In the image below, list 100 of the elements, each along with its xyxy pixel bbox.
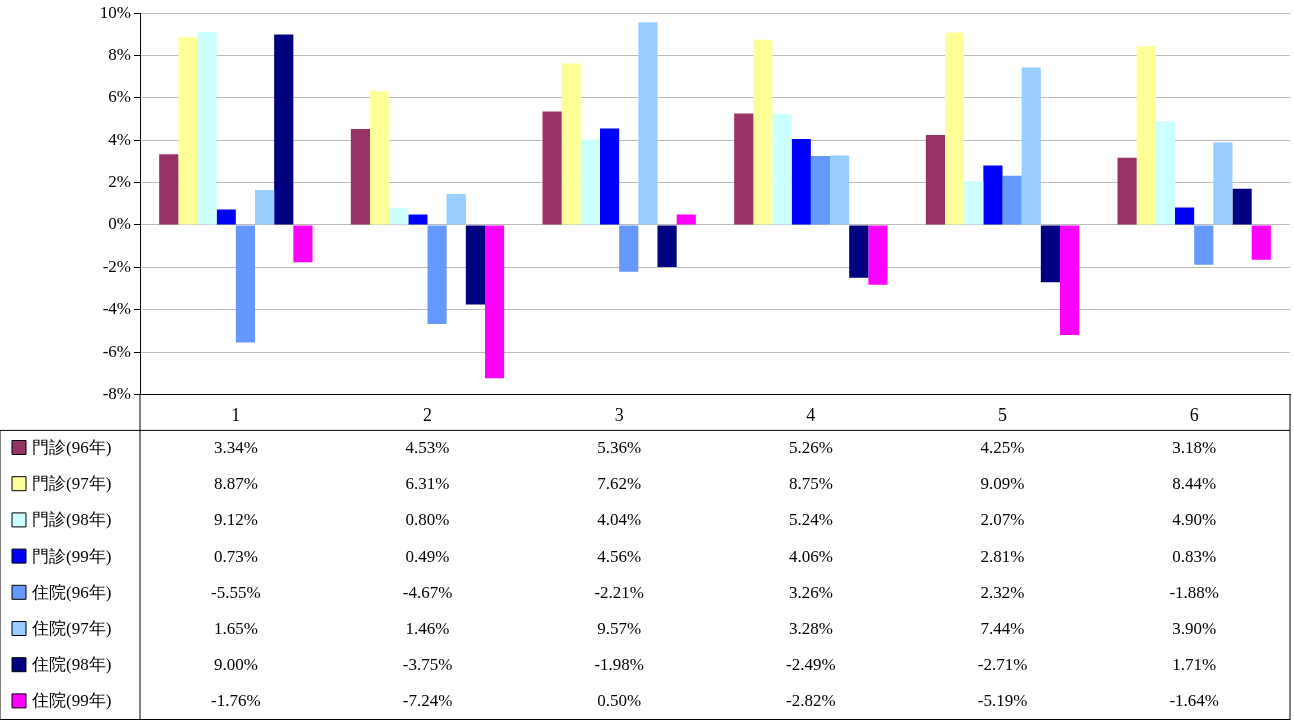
bar — [350, 129, 370, 225]
y-tick-label: 8% — [108, 45, 131, 65]
bar — [638, 22, 658, 225]
bar — [197, 31, 217, 225]
bar — [408, 214, 428, 225]
data-label: 1.65% — [213, 618, 258, 638]
data-label: 2.07% — [980, 510, 1025, 530]
data-label: 0.50% — [597, 691, 642, 711]
bar — [1194, 225, 1214, 265]
bar — [216, 209, 236, 225]
bar — [446, 194, 466, 225]
x-tick-label: 2 — [423, 404, 432, 425]
bar — [657, 225, 677, 267]
data-label: -1.88% — [1169, 582, 1219, 602]
data-label: 3.26% — [788, 582, 833, 602]
legend-label: 門診(96年) — [32, 437, 112, 457]
legend-label: 門診(98年) — [32, 510, 112, 530]
data-label: 9.57% — [597, 618, 642, 638]
bar — [1213, 142, 1233, 225]
data-label: 3.34% — [213, 437, 258, 457]
data-label: 0.80% — [405, 510, 450, 530]
bar — [600, 128, 620, 225]
bar — [945, 32, 965, 225]
data-label: 7.62% — [597, 474, 642, 494]
bar — [849, 225, 869, 278]
data-label: -2.49% — [786, 655, 836, 675]
bar — [676, 214, 696, 225]
bar — [1251, 225, 1271, 260]
y-tick-label: -2% — [102, 256, 131, 276]
data-label: -5.19% — [977, 691, 1028, 711]
data-label: 0.83% — [1172, 546, 1217, 566]
bar — [1232, 188, 1252, 225]
data-label: -2.71% — [977, 655, 1028, 675]
y-tick-label: 4% — [108, 129, 131, 149]
data-label: -1.98% — [594, 655, 644, 675]
legend-label: 住院(99年) — [31, 691, 112, 711]
data-label: 2.32% — [980, 582, 1025, 602]
bar — [1021, 67, 1041, 225]
bar — [772, 114, 792, 225]
data-label: -2.82% — [786, 691, 836, 711]
bar — [159, 154, 179, 225]
data-label: 7.44% — [980, 618, 1025, 638]
data-label: 1.46% — [405, 618, 450, 638]
bar — [1136, 46, 1156, 225]
bar — [830, 155, 850, 225]
x-tick-label: 5 — [998, 404, 1007, 425]
data-label: 8.87% — [213, 474, 258, 494]
legend-label: 住院(98年) — [31, 655, 112, 675]
bar — [1040, 225, 1060, 283]
bar — [925, 134, 945, 225]
data-label: 4.56% — [597, 546, 642, 566]
data-label: 4.04% — [597, 510, 642, 530]
data-label: 0.49% — [405, 546, 450, 566]
bar — [274, 34, 294, 225]
bar — [235, 225, 255, 343]
bar — [964, 181, 984, 225]
data-label: 3.90% — [1172, 618, 1217, 638]
legend-label: 門診(97年) — [32, 474, 112, 494]
bar — [370, 91, 390, 225]
data-label: -1.64% — [1169, 691, 1219, 711]
data-label: 6.31% — [405, 474, 450, 494]
data-label: 8.75% — [788, 474, 833, 494]
bar — [293, 225, 313, 263]
legend-label: 門診(99年) — [32, 546, 112, 566]
data-label: -1.76% — [211, 691, 261, 711]
bar — [427, 225, 447, 324]
data-label: -7.24% — [402, 691, 453, 711]
legend-label: 住院(96年) — [31, 582, 112, 602]
x-tick-label: 3 — [614, 404, 624, 425]
data-label: 4.90% — [1172, 510, 1217, 530]
data-label: 2.81% — [980, 546, 1025, 566]
data-label: 4.06% — [788, 546, 833, 566]
bar — [1117, 157, 1137, 225]
bar — [734, 113, 754, 225]
data-label: 3.28% — [788, 618, 833, 638]
bar — [561, 63, 581, 225]
bar — [1155, 121, 1175, 225]
y-tick-label: -6% — [102, 341, 131, 361]
data-label: 9.09% — [980, 474, 1025, 494]
data-label: 9.00% — [213, 655, 258, 675]
data-label: 3.18% — [1172, 437, 1217, 457]
y-tick-label: 2% — [108, 172, 131, 192]
bar — [1060, 225, 1080, 335]
data-label: 8.44% — [1172, 474, 1217, 494]
bar — [1175, 207, 1195, 225]
data-label: -2.21% — [594, 582, 644, 602]
y-tick-label: 0% — [108, 214, 131, 234]
data-label: 1.71% — [1172, 655, 1217, 675]
data-label: 5.36% — [597, 437, 642, 457]
bar — [465, 225, 485, 305]
data-label: 9.12% — [213, 510, 258, 530]
x-tick-label: 6 — [1189, 404, 1199, 425]
bar — [178, 37, 198, 225]
bar — [868, 225, 888, 285]
bar — [580, 139, 600, 225]
data-label: -4.67% — [402, 582, 453, 602]
data-label: -5.55% — [211, 582, 261, 602]
y-tick-label: 10% — [99, 2, 131, 22]
x-tick-label: 1 — [231, 404, 241, 425]
data-label: 0.73% — [213, 546, 258, 566]
